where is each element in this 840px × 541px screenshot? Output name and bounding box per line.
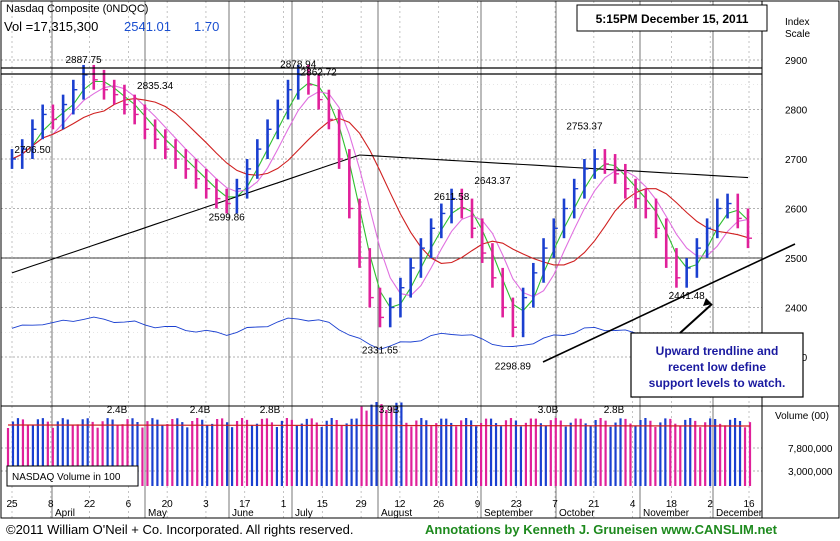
month-label: August	[381, 508, 412, 519]
month-label: November	[643, 508, 690, 519]
x-tick-label: 23	[511, 499, 523, 510]
volume-annotation: 3.0B	[538, 405, 559, 416]
annotation-arrow	[679, 303, 713, 334]
annotation-line-2: recent low define	[668, 360, 766, 374]
index-scale-label-2: Scale	[785, 29, 810, 40]
price-annotation: 2887.75	[65, 55, 102, 66]
volume-tick-label: 3,000,000	[788, 467, 833, 478]
volume-annotation: 2.8B	[260, 405, 281, 416]
annotation-arrowhead	[703, 298, 712, 306]
change-readout: 1.70	[194, 19, 219, 34]
month-label: May	[148, 508, 167, 519]
x-tick-label: 1	[281, 499, 287, 510]
price-bars	[10, 64, 752, 338]
month-label: June	[232, 508, 254, 519]
upward-trendline	[542, 243, 796, 363]
annotation-line-3: support levels to watch.	[649, 376, 786, 390]
volume-tick-label: 7,800,000	[788, 444, 833, 455]
x-tick-label: 7	[552, 499, 558, 510]
timestamp-box	[576, 4, 768, 32]
price-annotation: 2753.37	[566, 122, 603, 133]
x-tick-label: 2	[707, 499, 713, 510]
x-tick-label: 8	[48, 499, 54, 510]
volume-legend-box	[6, 465, 139, 487]
month-label: September	[484, 508, 534, 519]
month-label: July	[295, 508, 313, 519]
price-annotation: 2862.72	[301, 67, 338, 78]
volume-panel-frame	[0, 405, 840, 519]
month-label: October	[559, 508, 595, 519]
x-tick-label: 9	[475, 499, 481, 510]
x-tick-label: 29	[356, 499, 368, 510]
x-tick-label: 25	[6, 499, 18, 510]
price-annotation: 2835.34	[137, 81, 174, 92]
x-tick-label: 6	[126, 499, 132, 510]
x-tick-label: 22	[84, 499, 96, 510]
copyright: ©2011 William O'Neil + Co. Incorporated.…	[6, 522, 353, 537]
x-tick-label: 3	[203, 499, 209, 510]
price-tick-label: 2700	[785, 155, 808, 166]
price-annotation: 2611.58	[434, 192, 470, 203]
x-tick-label: 21	[588, 499, 600, 510]
volume-legend: NASDAQ Volume in 100	[12, 472, 121, 483]
annotation-box	[630, 332, 804, 398]
x-tick-label: 16	[743, 499, 755, 510]
price-readout: 2541.01	[124, 19, 171, 34]
x-tick-label: 4	[630, 499, 636, 510]
volume-annotation: 2.4B	[190, 405, 211, 416]
index-scale-label-1: Index	[785, 17, 809, 28]
annotation-line-1: Upward trendline and	[656, 344, 779, 358]
price-tick-label: 2400	[785, 304, 808, 315]
volume-annotation: 3.9B	[379, 405, 400, 416]
volume-average-line	[7, 424, 751, 427]
price-annotation: 2878.94	[280, 59, 317, 70]
month-label: December	[716, 508, 763, 519]
x-tick-label: 26	[433, 499, 445, 510]
price-tick-label: 2600	[785, 205, 808, 216]
volume-axis-label: Volume (00)	[775, 411, 829, 422]
annotations-credit: Annotations by Kenneth J. Gruneisen www.…	[425, 522, 778, 537]
price-tick-label: 2500	[785, 254, 808, 265]
index-name: Nasdaq Composite (0NDQC)	[6, 3, 148, 15]
price-annotation: 2331.65	[362, 345, 399, 356]
x-tick-label: 12	[394, 499, 406, 510]
relative-strength-line	[11, 316, 749, 350]
price-tick-label: 2800	[785, 106, 808, 117]
price-annotation: 2643.37	[474, 176, 511, 187]
x-tick-label: 17	[239, 499, 251, 510]
x-tick-label: 18	[666, 499, 678, 510]
price-tick-label: 2900	[785, 56, 808, 67]
volume-readout: Vol =17,315,300	[4, 19, 98, 34]
month-label: April	[55, 508, 75, 519]
price-annotation: 2706.50	[14, 145, 51, 156]
price-annotation: 2441.48	[669, 291, 706, 302]
volume-annotation: 2.4B	[107, 405, 128, 416]
timestamp: 5:15PM December 15, 2011	[596, 12, 749, 26]
x-tick-label: 20	[162, 499, 174, 510]
volume-annotation: 2.8B	[604, 405, 625, 416]
x-tick-label: 15	[317, 499, 329, 510]
price-annotation: 2599.86	[209, 213, 246, 224]
price-annotation: 2298.89	[495, 362, 532, 373]
